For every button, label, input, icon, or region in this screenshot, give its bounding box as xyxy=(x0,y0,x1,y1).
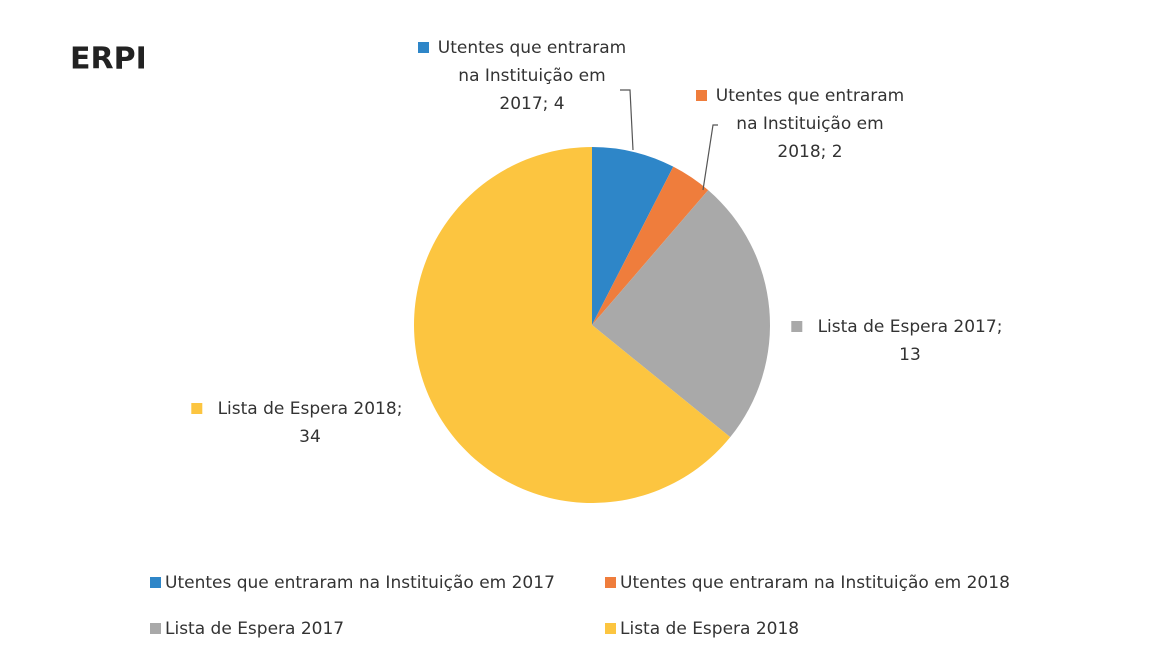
pie-slice xyxy=(592,147,674,325)
pie-slice xyxy=(592,190,770,438)
legend-label: Utentes que entraram na Instituição em 2… xyxy=(165,573,555,593)
leader-line xyxy=(702,124,718,191)
legend-swatch xyxy=(605,577,616,588)
data-label: Lista de Espera 2018; 34 xyxy=(218,399,403,447)
data-label: Utentes que entraram na Instituição em 201… xyxy=(716,86,904,162)
label-marker xyxy=(418,42,429,53)
legend-label: Utentes que entraram na Instituição em 2… xyxy=(620,573,1010,593)
legend-swatch xyxy=(605,623,616,634)
leader-line xyxy=(620,89,634,151)
chart-title: ERPI xyxy=(70,42,147,77)
label-marker xyxy=(696,90,707,101)
label-marker xyxy=(791,321,803,332)
pie-slice xyxy=(592,166,709,325)
legend-label: Lista de Espera 2018 xyxy=(620,619,799,639)
label-marker xyxy=(191,403,203,414)
pie-slice xyxy=(413,147,731,503)
legend-label: Lista de Espera 2017 xyxy=(165,619,344,639)
legend-swatch xyxy=(150,623,161,634)
data-label: Lista de Espera 2017; 13 xyxy=(818,317,1003,365)
data-label: Utentes que entraram na Instituição em 201… xyxy=(438,38,626,114)
legend-swatch xyxy=(150,577,161,588)
